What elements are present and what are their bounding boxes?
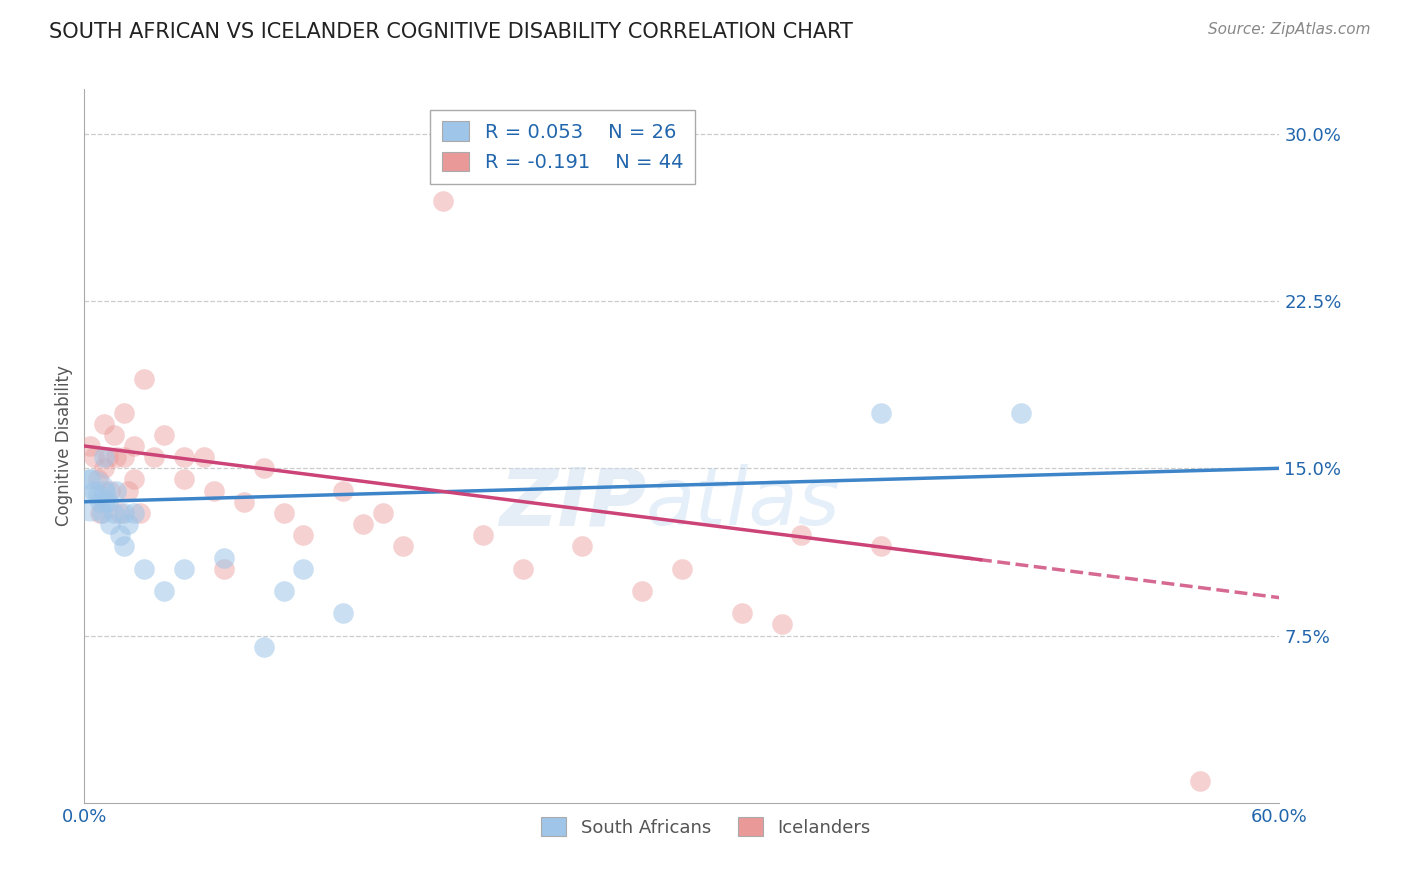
Point: [253, 640, 276, 654]
Legend: South Africans, Icelanders: South Africans, Icelanders: [533, 810, 879, 844]
Point: [122, 473, 145, 487]
Point: [392, 539, 415, 553]
Point: [253, 461, 276, 475]
Point: [373, 506, 395, 520]
Point: [193, 450, 215, 464]
Point: [93, 450, 115, 464]
Point: [87, 473, 110, 487]
Point: [173, 450, 195, 464]
Point: [273, 506, 295, 520]
Point: [97, 494, 120, 508]
Point: [173, 562, 195, 576]
Point: [103, 427, 125, 442]
Point: [731, 607, 754, 621]
Point: [870, 539, 893, 553]
Point: [332, 607, 354, 621]
Point: [98, 483, 121, 498]
Point: [105, 450, 128, 464]
Point: [122, 506, 145, 520]
Point: [471, 528, 494, 542]
Point: [512, 562, 534, 576]
Point: [97, 450, 120, 464]
Point: [870, 405, 893, 419]
Point: [1188, 773, 1211, 788]
Text: atlas: atlas: [647, 464, 841, 542]
Point: [79, 488, 101, 502]
Point: [132, 372, 156, 386]
Point: [93, 417, 115, 431]
Point: [571, 539, 593, 553]
Point: [292, 562, 315, 576]
Point: [93, 483, 115, 498]
Point: [153, 427, 176, 442]
Point: [105, 483, 128, 498]
Point: [212, 550, 235, 565]
Point: [112, 506, 135, 520]
Text: SOUTH AFRICAN VS ICELANDER COGNITIVE DISABILITY CORRELATION CHART: SOUTH AFRICAN VS ICELANDER COGNITIVE DIS…: [49, 22, 853, 42]
Point: [79, 473, 101, 487]
Point: [112, 539, 135, 553]
Y-axis label: Cognitive Disability: Cognitive Disability: [55, 366, 73, 526]
Point: [173, 473, 195, 487]
Point: [1010, 405, 1032, 419]
Point: [631, 583, 654, 598]
Point: [98, 516, 121, 531]
Point: [112, 450, 135, 464]
Point: [143, 450, 166, 464]
Point: [202, 483, 225, 498]
Point: [153, 583, 176, 598]
Point: [770, 617, 793, 632]
Point: [212, 562, 235, 576]
Point: [93, 461, 115, 475]
Point: [790, 528, 813, 542]
Point: [117, 516, 139, 531]
Point: [83, 450, 105, 464]
Text: Source: ZipAtlas.com: Source: ZipAtlas.com: [1208, 22, 1371, 37]
Point: [352, 516, 374, 531]
Text: ZIP: ZIP: [499, 464, 647, 542]
Point: [122, 439, 145, 453]
Point: [89, 494, 111, 508]
Point: [273, 583, 295, 598]
Point: [129, 506, 152, 520]
Point: [232, 494, 254, 508]
Point: [671, 562, 693, 576]
Point: [79, 439, 101, 453]
Point: [103, 506, 125, 520]
Point: [89, 506, 111, 520]
Point: [112, 405, 135, 419]
Point: [332, 483, 354, 498]
Point: [110, 528, 132, 542]
Point: [83, 483, 105, 498]
Point: [117, 483, 139, 498]
Point: [110, 506, 132, 520]
Point: [91, 506, 114, 520]
Point: [132, 562, 156, 576]
Point: [87, 488, 110, 502]
Point: [292, 528, 315, 542]
Point: [432, 194, 454, 208]
